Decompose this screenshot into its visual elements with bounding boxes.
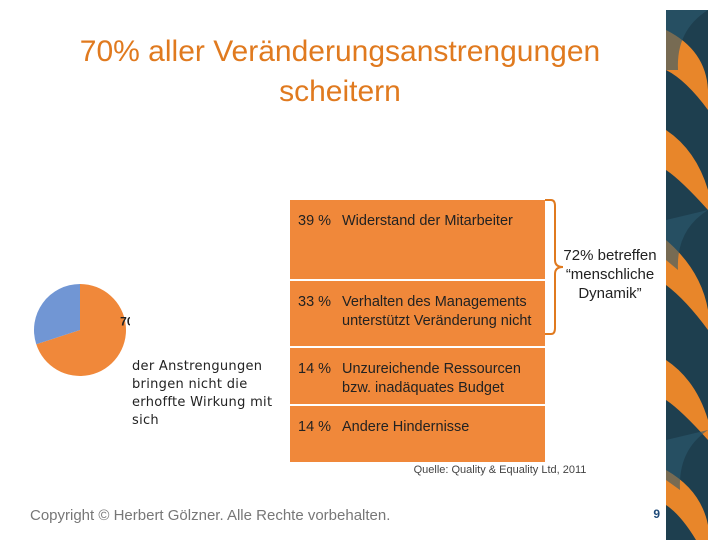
copyright-notice: Copyright © Herbert Gölzner. Alle Rechte… [30,507,391,524]
bar-segment-percent: 14 % [298,360,336,377]
pie-slice-label: 70% [120,314,130,328]
bar-segment-label: 33 % Verhalten des Managements unterstüt… [298,293,541,331]
slide-title-line-1: 70% aller Veränderungsanstrengungen [79,35,601,68]
page-number: 9 [653,507,660,521]
bracket-icon [545,199,564,335]
bar-segment-percent: 14 % [298,418,336,435]
bar-segment-label: 14 % Unzureichende Ressourcen bzw. inadä… [298,360,541,398]
pie-slice-1 [33,284,80,345]
bar-segment-text: Verhalten des Managements unterstützt Ve… [342,294,532,330]
slide-title-line-2: scheitern [279,75,401,108]
bar-segment-percent: 33 % [298,294,336,311]
pie-slice-0 [36,284,126,376]
bar-segment-text: Unzureichende Ressourcen bzw. inadäquate… [342,360,521,396]
bar-segment-0: 39 % Widerstand der Mitarbeiter [290,200,545,280]
decorative-pattern [666,10,708,540]
bar-segment-3: 14 % Andere Hindernisse [290,403,545,462]
bar-segment-label: 39 % Widerstand der Mitarbeiter [298,212,541,231]
source-citation: Quelle: Quality & Equality Ltd, 2011 [413,464,587,476]
bar-segment-text: Andere Hindernisse [342,418,470,435]
bracket-annotation: 72% betreffen “menschliche Dynamik” [563,247,657,302]
bar-segment-percent: 39 % [298,213,336,229]
pie-chart: 70% [33,284,130,376]
stacked-bar: 39 % Widerstand der Mitarbeiter 33 % Verh… [290,200,545,462]
bar-segment-label: 14 % Andere Hindernisse [298,418,541,437]
bar-segment-text: Widerstand der Mitarbeiter [342,213,513,229]
bar-segment-1: 33 % Verhalten des Managements unterstüt… [290,279,545,346]
slide-title: 70% aller Veränderungsanstrengungen sche… [40,32,640,112]
pie-caption: der Anstrengungen bringen nicht die erho… [132,359,273,428]
bar-segment-2: 14 % Unzureichende Ressourcen bzw. inadä… [290,345,545,404]
